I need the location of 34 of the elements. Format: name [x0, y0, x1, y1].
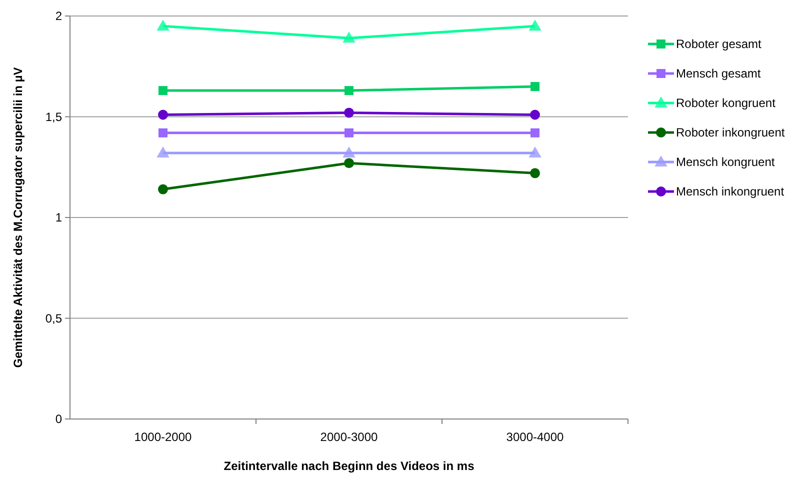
- y-tick-label: 0: [55, 412, 62, 426]
- point: [343, 32, 355, 43]
- point: [158, 184, 168, 194]
- point: [343, 147, 355, 158]
- legend-label: Mensch inkongruent: [676, 184, 785, 198]
- y-tick-label: 2: [55, 9, 62, 23]
- x-tick-label: 2000-3000: [320, 430, 378, 444]
- point: [530, 168, 540, 178]
- y-tick-label: 1,5: [45, 110, 62, 124]
- point: [158, 110, 168, 120]
- point: [158, 128, 168, 138]
- point: [157, 147, 169, 158]
- point: [530, 110, 540, 120]
- point: [529, 147, 541, 158]
- y-axis-title: Gemittelte Aktivität des M.Corrugator supercilii in µV: [11, 67, 25, 368]
- legend-label: Roboter kongruent: [676, 96, 776, 110]
- legend-label: Roboter inkongruent: [676, 126, 786, 140]
- legend-label: Roboter gesamt: [676, 37, 762, 51]
- point: [530, 128, 540, 138]
- point: [530, 82, 540, 92]
- legend-label: Mensch kongruent: [676, 155, 776, 169]
- x-tick-label: 3000-4000: [506, 430, 564, 444]
- x-tick-label: 1000-2000: [134, 430, 192, 444]
- point: [158, 86, 168, 96]
- point: [529, 20, 541, 31]
- legend-label: Mensch gesamt: [676, 66, 762, 80]
- x-axis-title: Zeitintervalle nach Beginn des Videos in ms: [224, 459, 475, 473]
- point: [344, 86, 354, 96]
- point: [344, 128, 354, 138]
- y-tick-label: 0,5: [45, 311, 62, 326]
- y-tick-label: 1: [55, 210, 62, 224]
- point: [344, 108, 354, 118]
- point: [344, 158, 354, 168]
- point: [157, 20, 169, 31]
